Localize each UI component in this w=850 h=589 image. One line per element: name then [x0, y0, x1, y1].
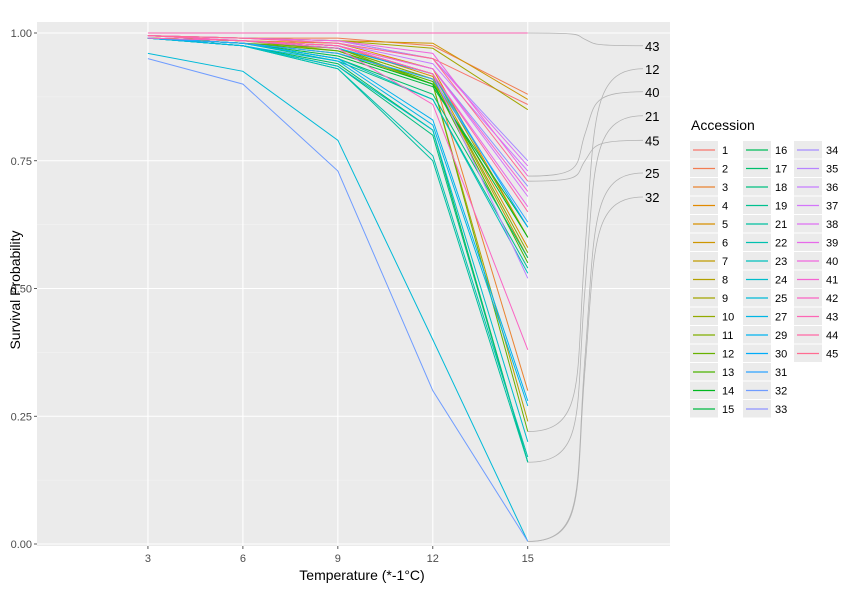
label-leader-43 [527, 32, 644, 47]
line-label-12: 12 [645, 62, 659, 77]
series-line-32 [147, 58, 529, 542]
x-tick-label: 6 [240, 553, 246, 565]
legend-label-7: 7 [722, 256, 728, 268]
x-axis-title: Temperature (*-1°C) [299, 567, 424, 583]
legend-label-33: 33 [775, 404, 787, 416]
label-leader-25 [527, 172, 644, 542]
legend-label-4: 4 [722, 201, 728, 213]
legend-label-36: 36 [826, 182, 838, 194]
legend-label-29: 29 [775, 330, 787, 342]
line-label-21: 21 [645, 109, 659, 124]
legend-label-41: 41 [826, 275, 838, 287]
line-labels: 43 12 40 21 45 25 32 [645, 39, 659, 205]
series-line-42 [147, 37, 529, 350]
legend-label-12: 12 [722, 349, 734, 361]
legend-label-35: 35 [826, 164, 838, 176]
legend-label-6: 6 [722, 238, 728, 250]
legend-label-37: 37 [826, 201, 838, 213]
legend-label-9: 9 [722, 293, 728, 305]
series-line-27 [147, 37, 529, 407]
legend-label-11: 11 [722, 330, 733, 342]
label-leader-12 [527, 68, 644, 432]
line-label-43: 43 [645, 39, 659, 54]
legend-label-15: 15 [722, 404, 734, 416]
line-label-25: 25 [645, 166, 659, 181]
legend-label-23: 23 [775, 256, 787, 268]
legend-label-30: 30 [775, 349, 787, 361]
series-line-45 [147, 35, 529, 182]
grid [37, 22, 670, 546]
series-line-31 [147, 37, 529, 223]
line-label-40: 40 [645, 85, 659, 100]
legend-label-13: 13 [722, 367, 734, 379]
legend-title: Accession [691, 117, 755, 133]
legend-label-1: 1 [722, 145, 728, 157]
label-leaders [527, 32, 644, 542]
legend-label-8: 8 [722, 275, 728, 287]
legend-label-22: 22 [775, 238, 787, 250]
label-leader-32 [527, 196, 644, 542]
x-tick-label: 3 [145, 553, 151, 565]
x-tick-label: 15 [522, 553, 534, 565]
legend-label-34: 34 [826, 145, 838, 157]
legend-label-5: 5 [722, 219, 728, 231]
y-tick-label: 0.50 [11, 284, 32, 296]
y-tick-label: 0.75 [11, 156, 32, 168]
legend-label-32: 32 [775, 386, 787, 398]
line-label-45: 45 [645, 133, 659, 148]
legend-label-24: 24 [775, 275, 787, 287]
legend-label-43: 43 [826, 312, 838, 324]
legend-label-42: 42 [826, 293, 838, 305]
series-line-25 [147, 52, 529, 542]
x-tick-label: 9 [335, 553, 341, 565]
series-line-44 [147, 35, 529, 213]
legend-label-27: 27 [775, 312, 787, 324]
y-axis-title: Survival Probability [7, 230, 23, 349]
label-leader-40 [527, 91, 644, 177]
label-leader-21 [527, 115, 644, 463]
legend-label-18: 18 [775, 182, 787, 194]
legend-label-10: 10 [722, 312, 734, 324]
y-tick-label: 0.00 [11, 539, 32, 551]
plot-panel [37, 22, 670, 546]
legend-label-14: 14 [722, 386, 734, 398]
line-label-32: 32 [645, 190, 659, 205]
legend-label-19: 19 [775, 201, 787, 213]
legend-label-2: 2 [722, 164, 728, 176]
legend-label-38: 38 [826, 219, 838, 231]
series-layer [147, 32, 529, 542]
legend-label-40: 40 [826, 256, 838, 268]
legend-label-25: 25 [775, 293, 787, 305]
legend-label-3: 3 [722, 182, 728, 194]
x-tick-label: 12 [427, 553, 439, 565]
label-leader-45 [527, 139, 644, 182]
legend-label-17: 17 [775, 164, 787, 176]
legend-label-45: 45 [826, 349, 838, 361]
legend-label-39: 39 [826, 238, 838, 250]
legend: Accession 123456789101112131415161718192… [690, 117, 838, 418]
legend-label-16: 16 [775, 145, 787, 157]
y-tick-label: 0.25 [11, 411, 32, 423]
y-tick-label: 1.00 [11, 28, 32, 40]
legend-label-21: 21 [775, 219, 787, 231]
legend-label-44: 44 [826, 330, 838, 342]
legend-label-31: 31 [775, 367, 787, 379]
axes: 0.00 0.25 0.50 0.75 1.00 3 6 9 12 15 [11, 28, 534, 565]
